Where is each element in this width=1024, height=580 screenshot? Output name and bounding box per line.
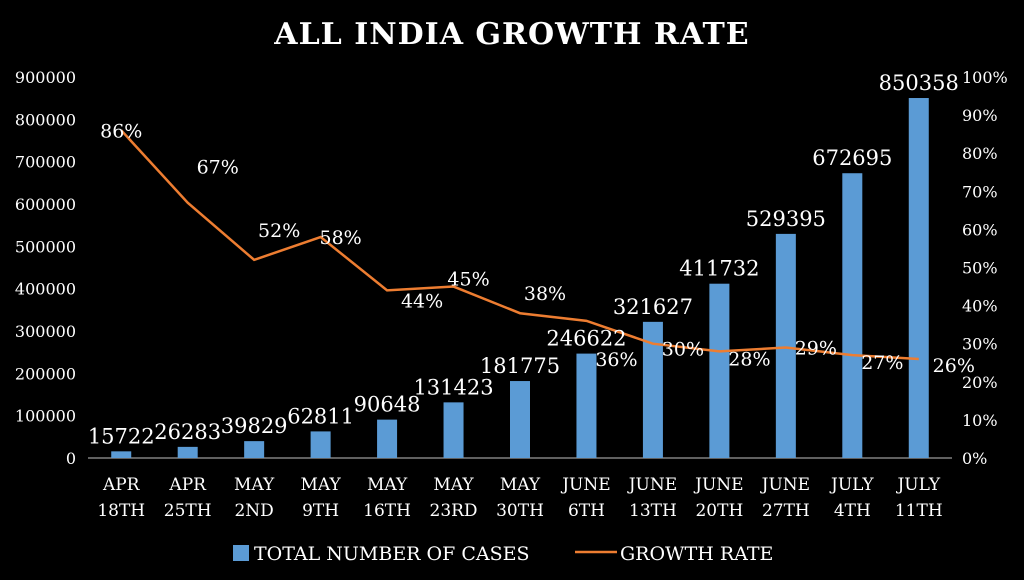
y-left-tick-label: 600000: [15, 195, 76, 214]
x-tick-label: 23RD: [430, 501, 478, 521]
x-tick-label: 2ND: [234, 501, 273, 521]
x-tick-label: 30TH: [496, 501, 544, 521]
line-value-label: 45%: [447, 269, 489, 291]
y-left-tick-label: 400000: [15, 280, 76, 299]
x-tick-label: 13TH: [629, 501, 677, 521]
x-tick-label: MAY: [367, 475, 408, 495]
y-right-tick-label: 0%: [962, 449, 987, 468]
y-left-tick-label: 300000: [15, 322, 76, 341]
line-value-label: 38%: [524, 283, 566, 305]
y-left-tick-label: 800000: [15, 110, 76, 129]
line-value-label: 26%: [933, 355, 975, 377]
line-value-label: 86%: [100, 120, 142, 142]
x-tick-label: JUNE: [760, 475, 810, 495]
legend-label-cases: TOTAL NUMBER OF CASES: [254, 543, 530, 565]
bar: [576, 353, 597, 458]
bar: [443, 402, 464, 458]
bar-value-label: 181775: [480, 354, 560, 378]
bar: [709, 283, 730, 458]
y-right-tick-label: 70%: [962, 182, 998, 201]
x-tick-label: MAY: [234, 475, 275, 495]
bar-value-label: 39829: [221, 414, 288, 438]
x-tick-label: 6TH: [568, 501, 605, 521]
legend-label-growth: GROWTH RATE: [620, 543, 773, 565]
line-value-label: 27%: [861, 352, 903, 374]
x-tick-label: JULY: [895, 475, 940, 495]
y-left-tick-label: 700000: [15, 153, 76, 172]
bar-value-label: 90648: [354, 393, 421, 417]
line-value-label: 67%: [197, 157, 239, 179]
y-left-tick-label: 0: [66, 449, 76, 468]
bar: [842, 173, 863, 459]
x-tick-label: 11TH: [895, 501, 943, 521]
x-tick-label: 25TH: [164, 501, 212, 521]
x-tick-label: 9TH: [302, 501, 339, 521]
x-tick-label: JUNE: [627, 475, 677, 495]
y-right-tick-label: 50%: [962, 259, 998, 278]
bar: [177, 446, 198, 458]
bar: [310, 431, 331, 458]
bar: [510, 381, 530, 458]
x-tick-label: MAY: [433, 475, 474, 495]
bar: [775, 233, 796, 458]
x-tick-label: MAY: [301, 475, 342, 495]
bar-value-label: 529395: [746, 207, 826, 231]
x-tick-label: JUNE: [560, 475, 610, 495]
bar-value-label: 62811: [287, 404, 354, 428]
x-tick-label: 18TH: [97, 501, 145, 521]
y-right-tick-label: 40%: [962, 297, 998, 316]
bar: [642, 321, 663, 458]
chart-title: ALL INDIA GROWTH RATE: [273, 17, 749, 52]
x-tick-label: JULY: [829, 475, 874, 495]
line-value-label: 30%: [662, 339, 704, 361]
y-left-tick-label: 500000: [15, 237, 76, 256]
y-right-tick-label: 10%: [962, 411, 998, 430]
line-value-label: 36%: [595, 349, 637, 371]
x-tick-label: 16TH: [363, 501, 411, 521]
line-value-label: 44%: [401, 290, 443, 312]
line-value-label: 58%: [319, 227, 361, 249]
legend: TOTAL NUMBER OF CASES GROWTH RATE: [233, 543, 773, 565]
y-right-tick-label: 60%: [962, 220, 998, 239]
x-tick-label: APR: [102, 475, 141, 495]
x-tick-label: 27TH: [762, 501, 810, 521]
bar: [244, 441, 265, 458]
line-value-label: 29%: [795, 338, 837, 360]
y-right-tick-label: 100%: [962, 68, 1008, 87]
bar-value-label: 411732: [679, 257, 759, 281]
y-right-tick-label: 90%: [962, 106, 998, 125]
bar-value-label: 26283: [154, 420, 221, 444]
bar-value-label: 131423: [413, 375, 493, 399]
bar: [377, 419, 398, 458]
bar-value-label: 321627: [613, 295, 693, 319]
growth-rate-line: [120, 129, 919, 361]
x-tick-label: 4TH: [834, 501, 871, 521]
legend-swatch-cases: [233, 545, 249, 561]
bar-value-label: 15722: [88, 424, 155, 448]
line-value-label: 52%: [258, 220, 300, 242]
line-value-label: 28%: [728, 348, 770, 370]
y-right-tick-label: 30%: [962, 335, 998, 354]
bar-value-label: 246622: [546, 327, 626, 351]
bar-value-label: 850358: [879, 71, 959, 95]
x-tick-label: APR: [168, 475, 207, 495]
bar-value-label: 672695: [812, 146, 892, 170]
x-tick-label: 20TH: [695, 501, 743, 521]
x-tick-label: JUNE: [693, 475, 743, 495]
y-left-tick-label: 100000: [15, 407, 76, 426]
y-left-tick-label: 200000: [15, 364, 76, 383]
bar: [908, 98, 929, 459]
y-left-tick-label: 900000: [15, 68, 76, 87]
y-right-tick-label: 20%: [962, 373, 998, 392]
bar: [111, 451, 132, 458]
x-tick-label: MAY: [500, 475, 541, 495]
y-right-tick-label: 80%: [962, 144, 998, 163]
